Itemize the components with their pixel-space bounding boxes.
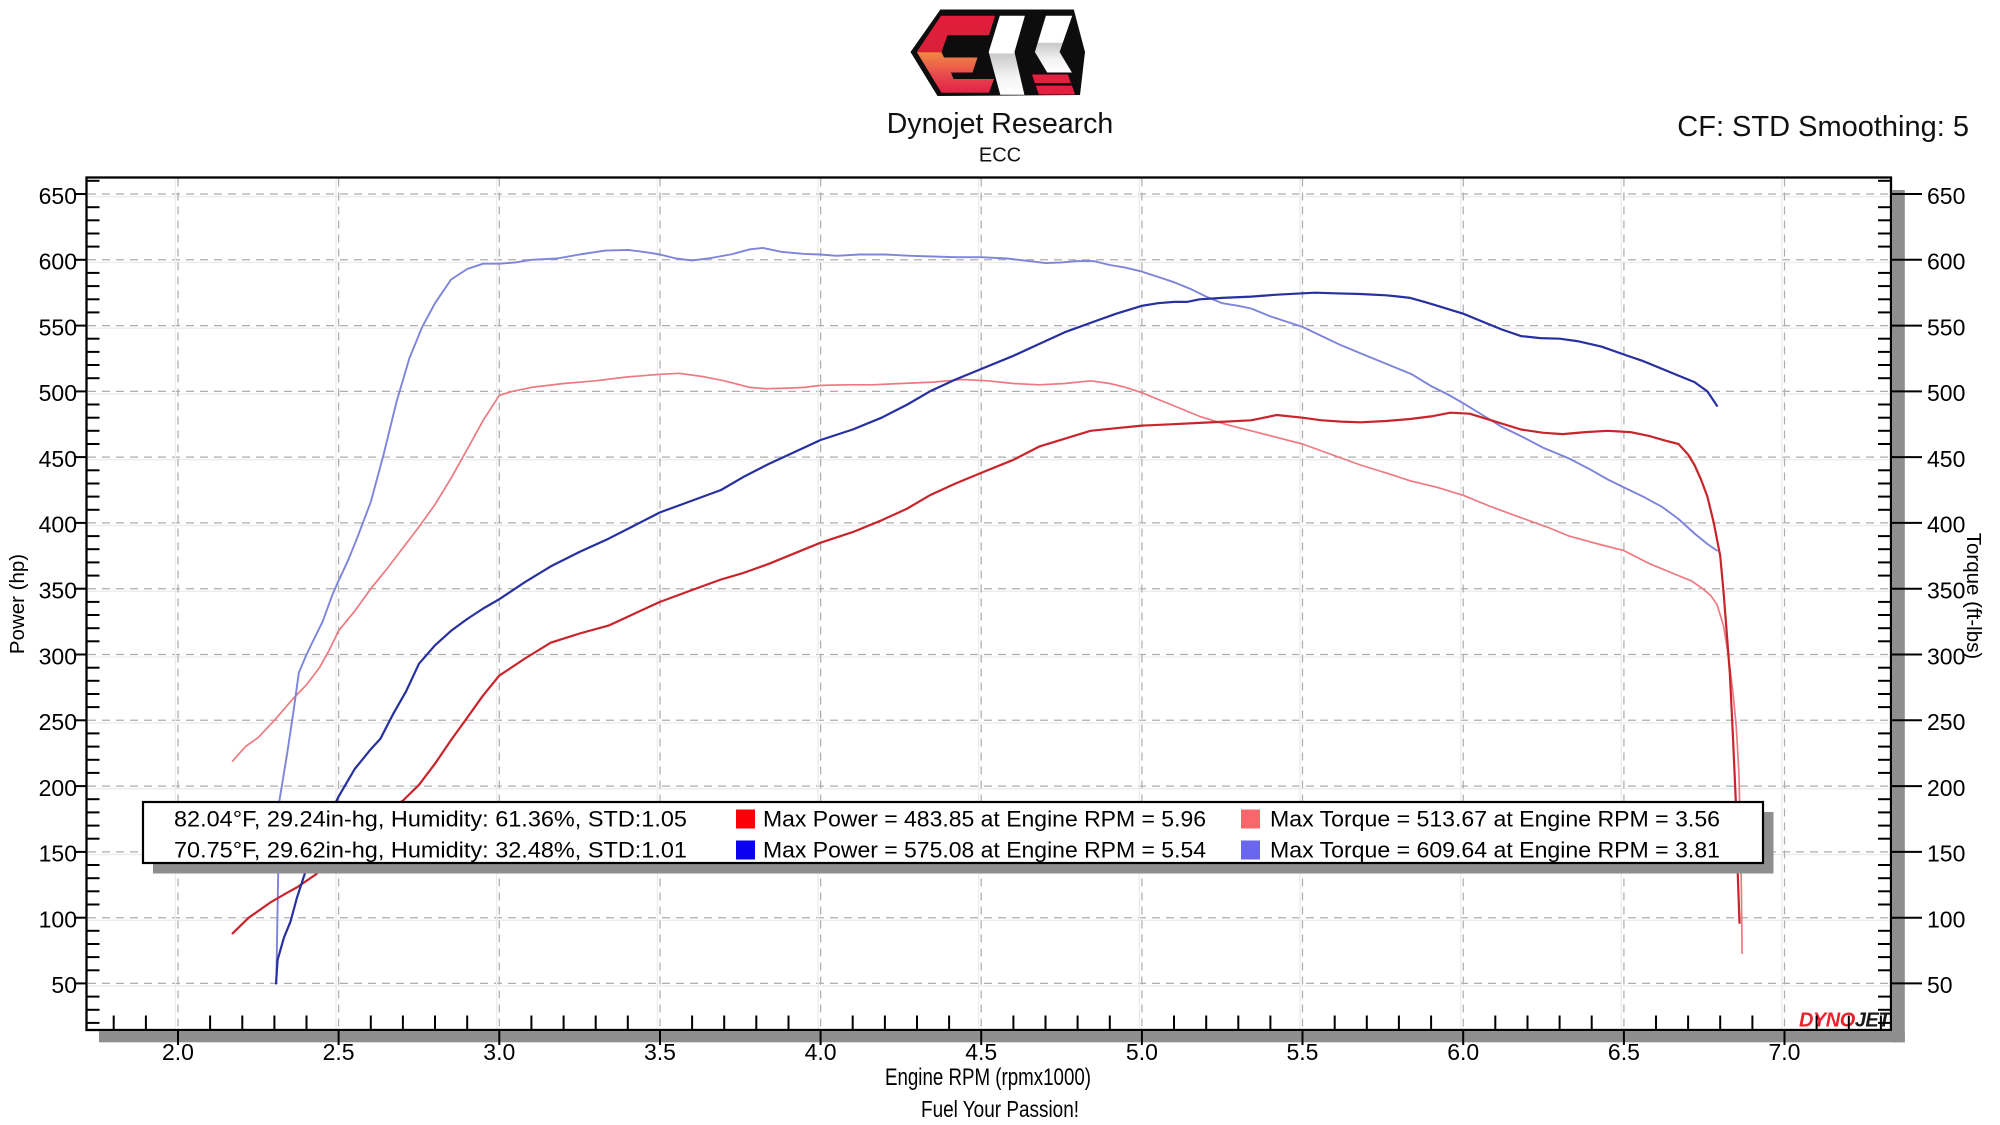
svg-text:600: 600 [39,249,77,275]
svg-text:Max Torque = 609.64 at Engine: Max Torque = 609.64 at Engine RPM = 3.81 [1270,838,1720,863]
svg-text:450: 450 [39,446,77,472]
svg-text:250: 250 [39,709,77,735]
svg-text:650: 650 [39,183,77,209]
svg-text:Dynojet Research: Dynojet Research [887,108,1114,140]
svg-text:Torque (ft-lbs): Torque (ft-lbs) [1962,533,1985,659]
svg-text:6.5: 6.5 [1608,1039,1640,1065]
svg-text:CF: STD Smoothing: 5: CF: STD Smoothing: 5 [1677,111,1969,143]
svg-text:7.0: 7.0 [1769,1039,1801,1065]
svg-text:5.0: 5.0 [1126,1039,1158,1065]
svg-text:650: 650 [1927,183,1965,209]
svg-text:3.0: 3.0 [483,1039,515,1065]
svg-text:200: 200 [1927,775,1965,801]
svg-text:Power (hp): Power (hp) [6,554,29,654]
svg-text:4.5: 4.5 [965,1039,997,1065]
svg-text:70.75°F, 29.62in-hg, Humidity:: 70.75°F, 29.62in-hg, Humidity: 32.48%, S… [174,838,687,863]
svg-text:200: 200 [39,775,77,801]
svg-text:500: 500 [1927,380,1965,406]
svg-text:ECC: ECC [979,145,1021,167]
svg-text:300: 300 [39,643,77,669]
svg-text:Max Torque = 513.67 at Engine: Max Torque = 513.67 at Engine RPM = 3.56 [1270,807,1720,832]
svg-text:500: 500 [39,380,77,406]
svg-text:50: 50 [51,972,77,998]
svg-text:450: 450 [1927,446,1965,472]
svg-text:82.04°F, 29.24in-hg, Humidity:: 82.04°F, 29.24in-hg, Humidity: 61.36%, S… [174,807,687,832]
svg-text:Max Power = 483.85 at Engine R: Max Power = 483.85 at Engine RPM = 5.96 [763,807,1206,832]
svg-text:50: 50 [1927,972,1953,998]
svg-text:250: 250 [1927,709,1965,735]
svg-text:150: 150 [1927,841,1965,867]
svg-text:4.0: 4.0 [805,1039,837,1065]
svg-text:Fuel Your Passion!: Fuel Your Passion! [921,1096,1079,1122]
svg-text:2.0: 2.0 [162,1039,194,1065]
svg-text:150: 150 [39,841,77,867]
svg-text:550: 550 [1927,314,1965,340]
svg-text:6.0: 6.0 [1447,1039,1479,1065]
svg-text:3.5: 3.5 [644,1039,676,1065]
svg-text:600: 600 [1927,249,1965,275]
svg-text:100: 100 [1927,907,1965,933]
svg-text:Engine RPM (rpmx1000): Engine RPM (rpmx1000) [885,1064,1091,1091]
svg-text:300: 300 [1927,643,1965,669]
svg-text:350: 350 [1927,578,1965,604]
svg-text:100: 100 [39,907,77,933]
svg-text:550: 550 [39,314,77,340]
svg-text:400: 400 [39,512,77,538]
svg-text:2.5: 2.5 [323,1039,355,1065]
svg-text:DYNOJET: DYNOJET [1799,1010,1892,1032]
svg-text:5.5: 5.5 [1287,1039,1319,1065]
svg-text:400: 400 [1927,512,1965,538]
svg-text:350: 350 [39,578,77,604]
svg-text:Max Power = 575.08 at Engine R: Max Power = 575.08 at Engine RPM = 5.54 [763,838,1206,863]
